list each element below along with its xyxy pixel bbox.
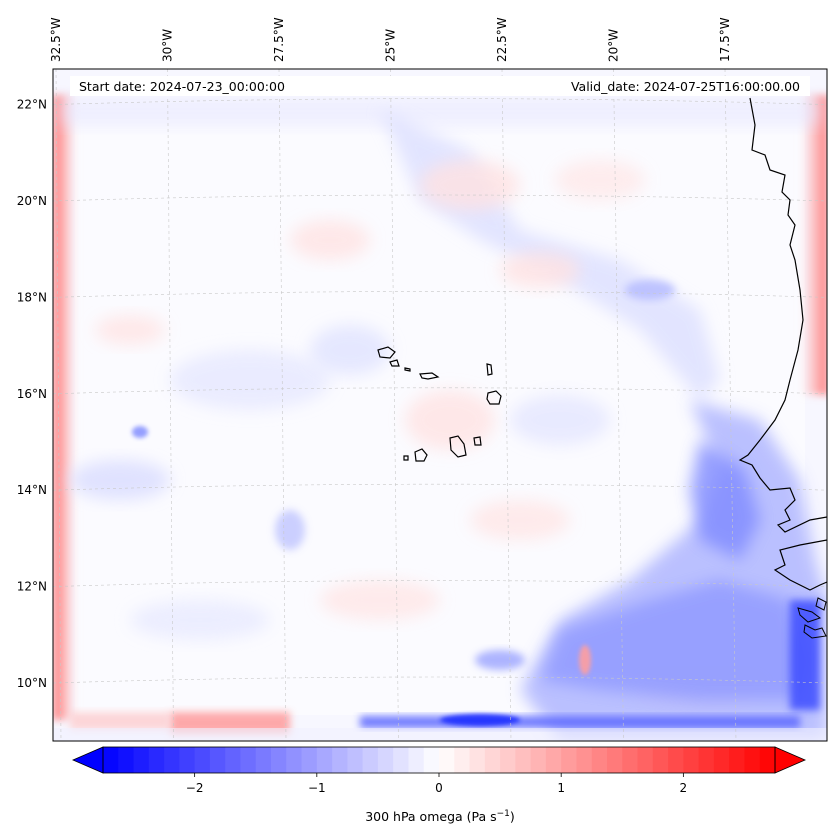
colorbar-tick-label: 1 bbox=[557, 781, 565, 795]
lat-gridline bbox=[53, 98, 827, 105]
lat-tick-label: 20°N bbox=[17, 194, 47, 208]
lat-tick-label: 22°N bbox=[17, 98, 47, 112]
colorbar-segment bbox=[545, 747, 562, 773]
lon-tick-label: 17.5°W bbox=[718, 17, 732, 62]
colorbar-segment bbox=[591, 747, 608, 773]
info-banner bbox=[70, 76, 810, 96]
colorbar-segment bbox=[454, 747, 471, 773]
colorbar-tick-label: 2 bbox=[680, 781, 688, 795]
lon-gridline bbox=[501, 69, 512, 741]
colorbar-segment bbox=[286, 747, 303, 773]
lat-tick-label: 12°N bbox=[17, 580, 47, 594]
colorbar-extend-max bbox=[774, 746, 807, 774]
lat-gridline bbox=[53, 483, 827, 491]
colorbar-segment bbox=[362, 747, 379, 773]
colorbar-tick-label: −1 bbox=[308, 781, 326, 795]
colorbar-segment bbox=[668, 747, 684, 773]
colorbar-segment bbox=[469, 747, 486, 773]
colorbar-segment bbox=[194, 747, 211, 773]
colorbar-segment bbox=[484, 747, 501, 773]
latitude-labels: 22°N 20°N 18°N 16°N 14°N 12°N 10°N bbox=[17, 98, 47, 690]
longitude-labels: 32.5°W 30°W 27.5°W 25°W 22.5°W 20°W 17.5°W bbox=[49, 17, 732, 62]
lon-tick-label: 30°W bbox=[161, 29, 175, 62]
colorbar-segment bbox=[744, 747, 761, 773]
colorbar-segment bbox=[576, 747, 593, 773]
lat-tick-label: 16°N bbox=[17, 387, 47, 401]
lon-gridline bbox=[167, 69, 174, 741]
lat-gridline bbox=[53, 194, 827, 202]
coastline-africa bbox=[738, 97, 827, 533]
colorbar-segment bbox=[637, 747, 654, 773]
colorbar-segment bbox=[622, 747, 639, 773]
coastline-guinea bbox=[773, 539, 827, 591]
omega-field bbox=[53, 69, 827, 741]
colorbar: −2 −1 0 1 2 300 hPa omega (Pa s−1) bbox=[71, 746, 807, 824]
colorbar-tick-label: 0 bbox=[435, 781, 443, 795]
colorbar-segment bbox=[393, 747, 410, 773]
lat-gridline bbox=[53, 580, 827, 587]
colorbar-segment bbox=[729, 747, 746, 773]
colorbar-segment bbox=[408, 747, 425, 773]
valid-date-label: Valid_date: 2024-07-25T16:00:00.00 bbox=[571, 79, 800, 94]
colorbar-gradient bbox=[103, 747, 776, 773]
lon-tick-label: 20°W bbox=[607, 29, 621, 62]
map-frame bbox=[52, 68, 828, 742]
colorbar-segment bbox=[118, 747, 135, 773]
colorbar-segment bbox=[209, 747, 226, 773]
cape-verde-islands bbox=[377, 346, 502, 462]
lat-tick-label: 14°N bbox=[17, 483, 47, 497]
colorbar-segment bbox=[377, 747, 394, 773]
colorbar-ticks: −2 −1 0 1 2 bbox=[186, 773, 687, 795]
lon-tick-label: 25°W bbox=[384, 29, 398, 62]
lon-gridline bbox=[613, 69, 624, 741]
colorbar-segment bbox=[439, 747, 455, 773]
colorbar-segment bbox=[607, 747, 623, 773]
colorbar-segment bbox=[179, 747, 196, 773]
colorbar-segment bbox=[148, 747, 165, 773]
colorbar-segment bbox=[133, 747, 150, 773]
lon-gridline bbox=[390, 69, 399, 741]
colorbar-segment bbox=[530, 747, 547, 773]
lat-gridline bbox=[53, 291, 827, 298]
colorbar-segment bbox=[515, 747, 532, 773]
lon-gridline bbox=[724, 69, 737, 741]
colorbar-segment bbox=[225, 747, 242, 773]
lon-gridline bbox=[55, 69, 62, 741]
colorbar-segment bbox=[103, 747, 119, 773]
colorbar-tick-label: −2 bbox=[186, 781, 204, 795]
colorbar-segment bbox=[164, 747, 180, 773]
lon-tick-label: 32.5°W bbox=[49, 17, 63, 62]
lat-gridline bbox=[53, 676, 827, 684]
colorbar-segment bbox=[271, 747, 287, 773]
colorbar-segment bbox=[652, 747, 669, 773]
lon-tick-label: 27.5°W bbox=[272, 17, 286, 62]
lat-tick-label: 10°N bbox=[17, 676, 47, 690]
colorbar-segment bbox=[347, 747, 364, 773]
colorbar-segment bbox=[332, 747, 348, 773]
colorbar-segment bbox=[316, 747, 333, 773]
lon-tick-label: 22.5°W bbox=[495, 17, 509, 62]
colorbar-segment bbox=[561, 747, 578, 773]
colorbar-segment bbox=[301, 747, 318, 773]
colorbar-label-main: 300 hPa omega (Pa s bbox=[365, 809, 496, 824]
coastline-bissagos bbox=[797, 597, 827, 639]
start-date-label: Start date: 2024-07-23_00:00:00 bbox=[79, 79, 285, 94]
colorbar-segment bbox=[759, 747, 776, 773]
colorbar-label: 300 hPa omega (Pa s−1) bbox=[365, 809, 515, 824]
colorbar-extend-min bbox=[71, 746, 104, 774]
colorbar-segment bbox=[713, 747, 730, 773]
colorbar-segment bbox=[423, 747, 440, 773]
colorbar-segment bbox=[255, 747, 272, 773]
colorbar-segment bbox=[683, 747, 700, 773]
lon-gridline bbox=[278, 69, 287, 741]
colorbar-label-suffix: ) bbox=[510, 809, 515, 824]
gridlines bbox=[53, 69, 827, 741]
lat-gridline bbox=[53, 387, 827, 395]
lat-tick-label: 18°N bbox=[17, 290, 47, 304]
colorbar-segment bbox=[698, 747, 715, 773]
colorbar-segment bbox=[240, 747, 257, 773]
colorbar-segment bbox=[500, 747, 516, 773]
colorbar-label-exponent: −1 bbox=[497, 809, 510, 819]
